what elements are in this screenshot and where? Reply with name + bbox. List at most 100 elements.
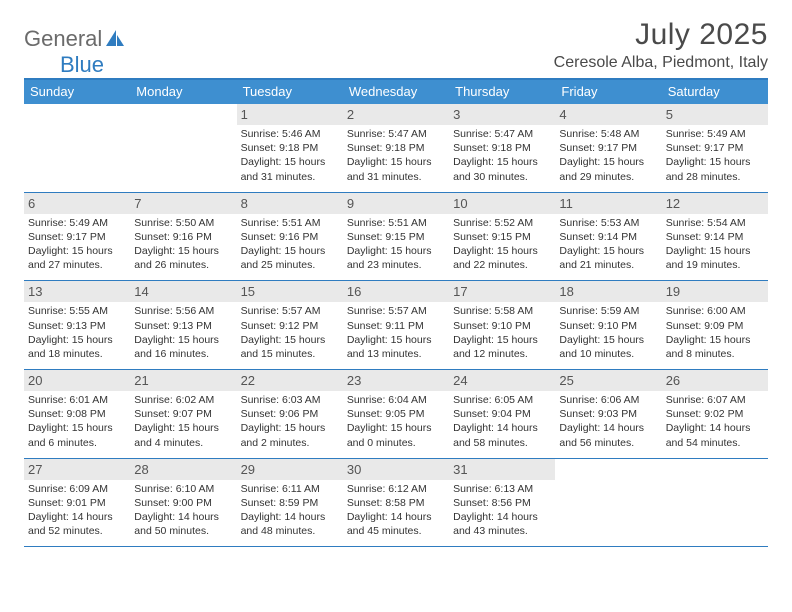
sunrise-line: Sunrise: 5:53 AM: [559, 216, 657, 230]
daylight-line: Daylight: 14 hours and 58 minutes.: [453, 421, 551, 449]
day-info: Sunrise: 5:49 AMSunset: 9:17 PMDaylight:…: [28, 216, 126, 273]
daylight-line: Daylight: 15 hours and 15 minutes.: [241, 333, 339, 361]
day-info: Sunrise: 5:58 AMSunset: 9:10 PMDaylight:…: [453, 304, 551, 361]
day-cell: 2Sunrise: 5:47 AMSunset: 9:18 PMDaylight…: [343, 104, 449, 192]
daylight-line: Daylight: 15 hours and 10 minutes.: [559, 333, 657, 361]
daylight-line: Daylight: 15 hours and 30 minutes.: [453, 155, 551, 183]
sunset-line: Sunset: 9:17 PM: [559, 141, 657, 155]
day-cell: 10Sunrise: 5:52 AMSunset: 9:15 PMDayligh…: [449, 193, 555, 281]
sunrise-line: Sunrise: 5:52 AM: [453, 216, 551, 230]
sunset-line: Sunset: 9:11 PM: [347, 319, 445, 333]
daylight-line: Daylight: 14 hours and 54 minutes.: [666, 421, 764, 449]
day-number: 8: [237, 193, 343, 214]
weekday-header: Saturday: [662, 80, 768, 104]
sunrise-line: Sunrise: 6:05 AM: [453, 393, 551, 407]
day-cell: 9Sunrise: 5:51 AMSunset: 9:15 PMDaylight…: [343, 193, 449, 281]
sunrise-line: Sunrise: 6:12 AM: [347, 482, 445, 496]
daylight-line: Daylight: 14 hours and 48 minutes.: [241, 510, 339, 538]
weekday-header: Wednesday: [343, 80, 449, 104]
sunset-line: Sunset: 9:18 PM: [241, 141, 339, 155]
day-cell: .: [24, 104, 130, 192]
weekday-header: Monday: [130, 80, 236, 104]
day-cell: 15Sunrise: 5:57 AMSunset: 9:12 PMDayligh…: [237, 281, 343, 369]
daylight-line: Daylight: 15 hours and 16 minutes.: [134, 333, 232, 361]
sunset-line: Sunset: 9:13 PM: [28, 319, 126, 333]
day-info: Sunrise: 5:49 AMSunset: 9:17 PMDaylight:…: [666, 127, 764, 184]
brand-text-blue: Blue: [60, 52, 104, 78]
sunset-line: Sunset: 8:58 PM: [347, 496, 445, 510]
day-cell: 7Sunrise: 5:50 AMSunset: 9:16 PMDaylight…: [130, 193, 236, 281]
sunset-line: Sunset: 9:09 PM: [666, 319, 764, 333]
sunset-line: Sunset: 9:13 PM: [134, 319, 232, 333]
day-info: Sunrise: 5:51 AMSunset: 9:15 PMDaylight:…: [347, 216, 445, 273]
day-info: Sunrise: 6:10 AMSunset: 9:00 PMDaylight:…: [134, 482, 232, 539]
day-cell: 28Sunrise: 6:10 AMSunset: 9:00 PMDayligh…: [130, 459, 236, 547]
day-cell: 30Sunrise: 6:12 AMSunset: 8:58 PMDayligh…: [343, 459, 449, 547]
day-number: 20: [24, 370, 130, 391]
sunset-line: Sunset: 9:15 PM: [347, 230, 445, 244]
sunrise-line: Sunrise: 6:11 AM: [241, 482, 339, 496]
sunrise-line: Sunrise: 5:49 AM: [28, 216, 126, 230]
location-text: Ceresole Alba, Piedmont, Italy: [554, 54, 768, 72]
day-cell: 5Sunrise: 5:49 AMSunset: 9:17 PMDaylight…: [662, 104, 768, 192]
brand-text-general: General: [24, 26, 102, 52]
day-cell: 23Sunrise: 6:04 AMSunset: 9:05 PMDayligh…: [343, 370, 449, 458]
day-number: 22: [237, 370, 343, 391]
daylight-line: Daylight: 15 hours and 25 minutes.: [241, 244, 339, 272]
sunset-line: Sunset: 9:17 PM: [28, 230, 126, 244]
sunrise-line: Sunrise: 6:00 AM: [666, 304, 764, 318]
daylight-line: Daylight: 15 hours and 28 minutes.: [666, 155, 764, 183]
sunset-line: Sunset: 9:06 PM: [241, 407, 339, 421]
day-number: 17: [449, 281, 555, 302]
page-header: General July 2025 Ceresole Alba, Piedmon…: [24, 18, 768, 72]
day-cell: 26Sunrise: 6:07 AMSunset: 9:02 PMDayligh…: [662, 370, 768, 458]
day-cell: 20Sunrise: 6:01 AMSunset: 9:08 PMDayligh…: [24, 370, 130, 458]
daylight-line: Daylight: 14 hours and 50 minutes.: [134, 510, 232, 538]
day-cell: 31Sunrise: 6:13 AMSunset: 8:56 PMDayligh…: [449, 459, 555, 547]
sunrise-line: Sunrise: 5:46 AM: [241, 127, 339, 141]
day-cell: 27Sunrise: 6:09 AMSunset: 9:01 PMDayligh…: [24, 459, 130, 547]
day-info: Sunrise: 5:47 AMSunset: 9:18 PMDaylight:…: [453, 127, 551, 184]
daylight-line: Daylight: 15 hours and 31 minutes.: [347, 155, 445, 183]
day-number: 12: [662, 193, 768, 214]
sunrise-line: Sunrise: 5:59 AM: [559, 304, 657, 318]
brand-logo: General: [24, 18, 128, 52]
sunrise-line: Sunrise: 6:09 AM: [28, 482, 126, 496]
day-cell: .: [555, 459, 661, 547]
sunrise-line: Sunrise: 5:58 AM: [453, 304, 551, 318]
calendar-grid: SundayMondayTuesdayWednesdayThursdayFrid…: [24, 78, 768, 547]
day-info: Sunrise: 6:01 AMSunset: 9:08 PMDaylight:…: [28, 393, 126, 450]
day-cell: 25Sunrise: 6:06 AMSunset: 9:03 PMDayligh…: [555, 370, 661, 458]
sunset-line: Sunset: 9:10 PM: [559, 319, 657, 333]
day-cell: 4Sunrise: 5:48 AMSunset: 9:17 PMDaylight…: [555, 104, 661, 192]
daylight-line: Daylight: 15 hours and 4 minutes.: [134, 421, 232, 449]
day-number: 13: [24, 281, 130, 302]
sunrise-line: Sunrise: 5:54 AM: [666, 216, 764, 230]
sunset-line: Sunset: 9:05 PM: [347, 407, 445, 421]
sunset-line: Sunset: 9:16 PM: [241, 230, 339, 244]
week-row: 20Sunrise: 6:01 AMSunset: 9:08 PMDayligh…: [24, 370, 768, 459]
daylight-line: Daylight: 15 hours and 22 minutes.: [453, 244, 551, 272]
day-number: 11: [555, 193, 661, 214]
day-info: Sunrise: 6:04 AMSunset: 9:05 PMDaylight:…: [347, 393, 445, 450]
sunset-line: Sunset: 9:10 PM: [453, 319, 551, 333]
sunset-line: Sunset: 9:12 PM: [241, 319, 339, 333]
sunrise-line: Sunrise: 5:55 AM: [28, 304, 126, 318]
daylight-line: Daylight: 15 hours and 21 minutes.: [559, 244, 657, 272]
daylight-line: Daylight: 15 hours and 31 minutes.: [241, 155, 339, 183]
day-info: Sunrise: 5:55 AMSunset: 9:13 PMDaylight:…: [28, 304, 126, 361]
day-cell: 29Sunrise: 6:11 AMSunset: 8:59 PMDayligh…: [237, 459, 343, 547]
sunrise-line: Sunrise: 6:04 AM: [347, 393, 445, 407]
sunset-line: Sunset: 9:18 PM: [453, 141, 551, 155]
day-number: 15: [237, 281, 343, 302]
day-info: Sunrise: 5:57 AMSunset: 9:12 PMDaylight:…: [241, 304, 339, 361]
day-number: 19: [662, 281, 768, 302]
day-cell: 21Sunrise: 6:02 AMSunset: 9:07 PMDayligh…: [130, 370, 236, 458]
week-row: 6Sunrise: 5:49 AMSunset: 9:17 PMDaylight…: [24, 193, 768, 282]
day-number: 2: [343, 104, 449, 125]
day-info: Sunrise: 5:47 AMSunset: 9:18 PMDaylight:…: [347, 127, 445, 184]
sunset-line: Sunset: 9:08 PM: [28, 407, 126, 421]
daylight-line: Daylight: 15 hours and 18 minutes.: [28, 333, 126, 361]
day-info: Sunrise: 6:06 AMSunset: 9:03 PMDaylight:…: [559, 393, 657, 450]
day-info: Sunrise: 6:09 AMSunset: 9:01 PMDaylight:…: [28, 482, 126, 539]
